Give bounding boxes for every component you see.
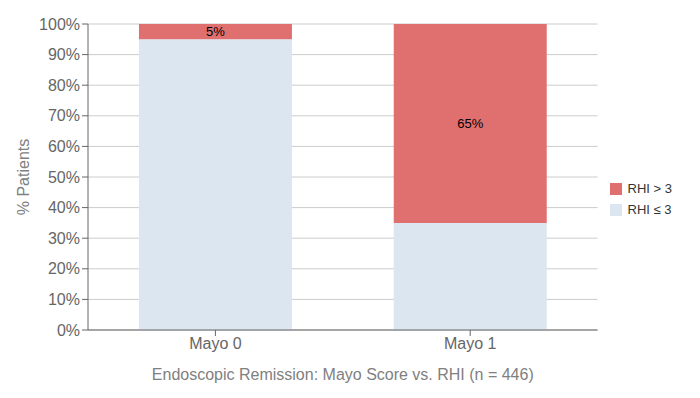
svg-text:80%: 80% xyxy=(48,77,80,94)
svg-text:90%: 90% xyxy=(48,46,80,63)
html-text:RHI > 3: RHI > 3 xyxy=(627,181,672,196)
svg-text:10%: 10% xyxy=(48,291,80,308)
html-text:RHI ≤ 3: RHI ≤ 3 xyxy=(627,202,672,217)
svg-text:Mayo 0: Mayo 0 xyxy=(189,335,242,352)
svg-text:100%: 100% xyxy=(39,16,80,33)
svg-text:0%: 0% xyxy=(57,322,80,339)
svg-text:50%: 50% xyxy=(48,169,80,186)
svg-text:Mayo 1: Mayo 1 xyxy=(444,335,497,352)
svg-text:65%: 65% xyxy=(457,116,483,131)
svg-text:60%: 60% xyxy=(48,138,80,155)
svg-text:Endoscopic Remission: Mayo Sco: Endoscopic Remission: Mayo Score vs. RHI… xyxy=(152,366,534,383)
svg-text:% Patients: % Patients xyxy=(15,139,32,215)
svg-text:30%: 30% xyxy=(48,230,80,247)
svg-text:20%: 20% xyxy=(48,260,80,277)
svg-text:5%: 5% xyxy=(206,24,225,39)
svg-text:40%: 40% xyxy=(48,199,80,216)
svg-text:70%: 70% xyxy=(48,107,80,124)
